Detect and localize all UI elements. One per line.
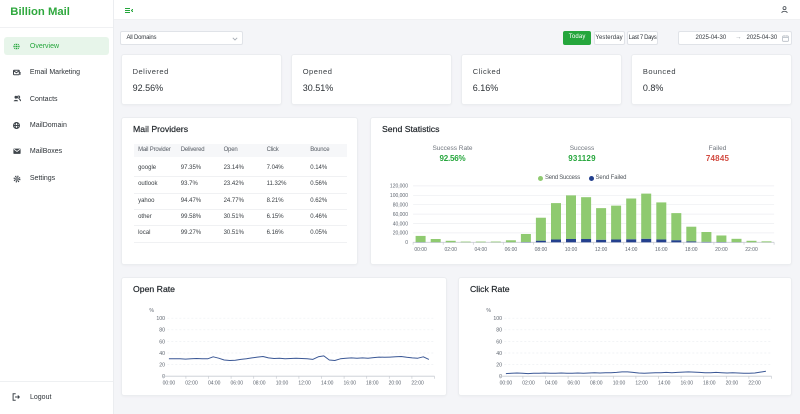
svg-text:12:00: 12:00 — [635, 381, 648, 387]
svg-text:0: 0 — [405, 240, 408, 246]
svg-text:%: % — [149, 308, 154, 314]
svg-text:100: 100 — [156, 316, 165, 322]
svg-text:04:00: 04:00 — [475, 247, 488, 253]
svg-text:00:00: 00:00 — [414, 247, 427, 253]
svg-text:14:00: 14:00 — [658, 381, 671, 387]
svg-text:08:00: 08:00 — [253, 381, 266, 387]
svg-text:60: 60 — [159, 339, 165, 345]
svg-text:06:00: 06:00 — [568, 381, 581, 387]
svg-text:16:00: 16:00 — [344, 381, 357, 387]
svg-text:16:00: 16:00 — [655, 247, 668, 253]
svg-text:10:00: 10:00 — [565, 247, 578, 253]
svg-text:20:00: 20:00 — [726, 381, 739, 387]
svg-text:06:00: 06:00 — [505, 247, 518, 253]
svg-text:80: 80 — [496, 328, 502, 334]
svg-text:08:00: 08:00 — [535, 247, 548, 253]
svg-text:100: 100 — [493, 316, 502, 322]
svg-text:%: % — [486, 308, 491, 314]
svg-text:18:00: 18:00 — [703, 381, 716, 387]
svg-text:20: 20 — [159, 363, 165, 369]
svg-text:12:00: 12:00 — [595, 247, 608, 253]
svg-text:12:00: 12:00 — [298, 381, 311, 387]
svg-text:18:00: 18:00 — [366, 381, 379, 387]
svg-text:20:00: 20:00 — [715, 247, 728, 253]
svg-text:80: 80 — [159, 328, 165, 334]
svg-text:22:00: 22:00 — [411, 381, 424, 387]
svg-text:04:00: 04:00 — [208, 381, 221, 387]
svg-text:14:00: 14:00 — [321, 381, 334, 387]
svg-text:20,000: 20,000 — [393, 231, 409, 237]
svg-text:40,000: 40,000 — [393, 221, 409, 227]
svg-text:04:00: 04:00 — [545, 381, 558, 387]
svg-text:00:00: 00:00 — [500, 381, 513, 387]
svg-text:10:00: 10:00 — [613, 381, 626, 387]
svg-text:20: 20 — [496, 363, 502, 369]
svg-text:18:00: 18:00 — [685, 247, 698, 253]
svg-text:10:00: 10:00 — [276, 381, 289, 387]
svg-text:100,000: 100,000 — [390, 193, 408, 199]
svg-text:120,000: 120,000 — [390, 184, 408, 190]
svg-text:20:00: 20:00 — [389, 381, 402, 387]
svg-text:16:00: 16:00 — [681, 381, 694, 387]
svg-text:02:00: 02:00 — [185, 381, 198, 387]
svg-text:40: 40 — [496, 351, 502, 357]
svg-text:06:00: 06:00 — [231, 381, 244, 387]
svg-text:40: 40 — [159, 351, 165, 357]
svg-text:22:00: 22:00 — [748, 381, 761, 387]
svg-text:60: 60 — [496, 339, 502, 345]
svg-text:22:00: 22:00 — [745, 247, 758, 253]
svg-text:00:00: 00:00 — [163, 381, 176, 387]
svg-text:14:00: 14:00 — [625, 247, 638, 253]
svg-text:02:00: 02:00 — [444, 247, 457, 253]
svg-text:80,000: 80,000 — [393, 203, 409, 209]
svg-text:02:00: 02:00 — [522, 381, 535, 387]
svg-text:08:00: 08:00 — [590, 381, 603, 387]
svg-text:60,000: 60,000 — [393, 212, 409, 218]
